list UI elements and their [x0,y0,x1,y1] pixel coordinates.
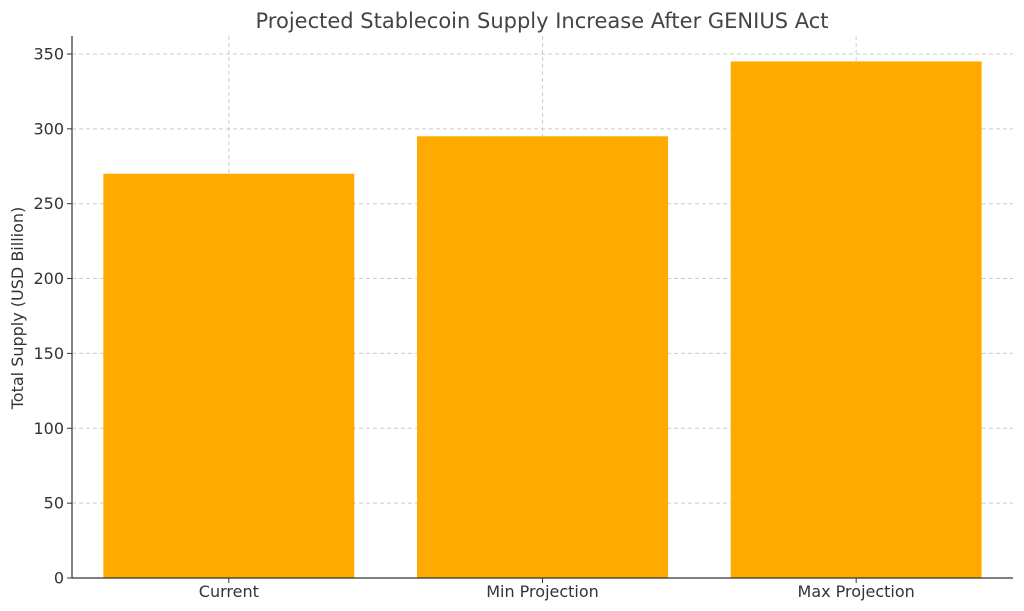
bar-min-projection [417,136,668,578]
x-tick-label: Max Projection [798,582,915,601]
x-tick-label: Min Projection [486,582,599,601]
bar-current [103,173,355,578]
y-tick-label: 300 [33,119,64,138]
x-tick-label: Current [199,582,259,601]
y-tick-label: 100 [33,419,64,438]
y-tick-label: 50 [44,494,64,513]
chart-title: Projected Stablecoin Supply Increase Aft… [256,9,829,33]
bar-max-projection [730,61,982,578]
bars-layer [103,61,982,578]
axes-layer: 0 50 100 150 200 250 300 350 Current Min Projecti… [33,36,1013,601]
y-tick-label: 250 [33,194,64,213]
y-tick-label: 0 [54,569,64,588]
y-tick-label: 200 [33,269,64,288]
y-axis-label: Total Supply (USD Billion) [8,207,27,411]
y-tick-label: 350 [33,44,64,63]
y-tick-label: 150 [33,344,64,363]
